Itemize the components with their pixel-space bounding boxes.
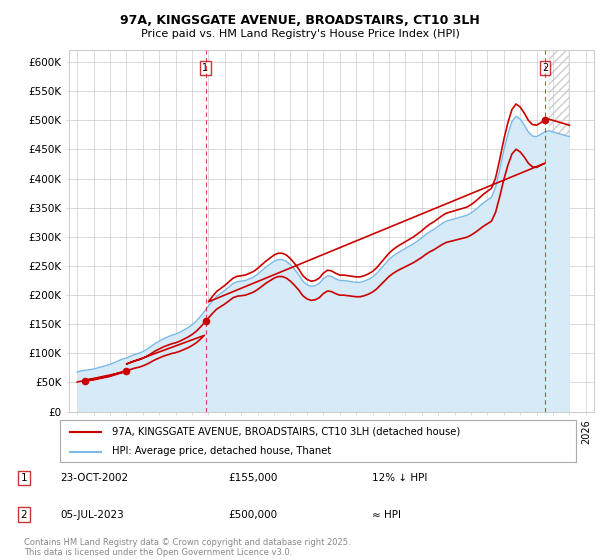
Text: 1: 1 <box>20 473 28 483</box>
Text: 2: 2 <box>542 63 548 73</box>
Point <box>80 376 90 385</box>
Text: £500,000: £500,000 <box>228 510 277 520</box>
Text: ≈ HPI: ≈ HPI <box>372 510 401 520</box>
Text: 12% ↓ HPI: 12% ↓ HPI <box>372 473 427 483</box>
Text: 1: 1 <box>202 63 209 73</box>
Text: 97A, KINGSGATE AVENUE, BROADSTAIRS, CT10 3LH: 97A, KINGSGATE AVENUE, BROADSTAIRS, CT10… <box>120 14 480 27</box>
Point <box>200 317 211 326</box>
Point <box>540 116 550 125</box>
Point <box>122 366 131 375</box>
Text: HPI: Average price, detached house, Thanet: HPI: Average price, detached house, Than… <box>112 446 331 456</box>
Text: Contains HM Land Registry data © Crown copyright and database right 2025.
This d: Contains HM Land Registry data © Crown c… <box>24 538 350 557</box>
Text: 05-JUL-2023: 05-JUL-2023 <box>60 510 124 520</box>
Text: £155,000: £155,000 <box>228 473 277 483</box>
Text: 2: 2 <box>20 510 28 520</box>
Text: 23-OCT-2002: 23-OCT-2002 <box>60 473 128 483</box>
Text: 97A, KINGSGATE AVENUE, BROADSTAIRS, CT10 3LH (detached house): 97A, KINGSGATE AVENUE, BROADSTAIRS, CT10… <box>112 427 460 437</box>
Text: Price paid vs. HM Land Registry's House Price Index (HPI): Price paid vs. HM Land Registry's House … <box>140 29 460 39</box>
